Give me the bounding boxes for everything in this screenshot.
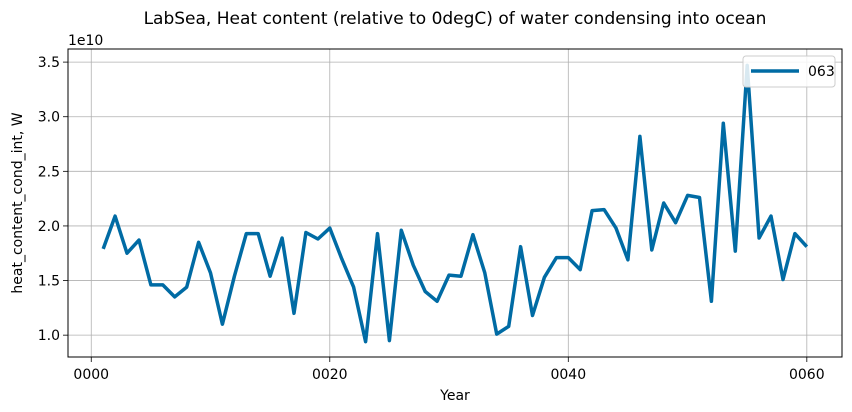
y-tick-label: 2.5 <box>38 164 60 180</box>
y-axis-ticks: 1.0 1.5 2.0 2.5 3.0 3.5 <box>38 55 68 344</box>
y-tick-label: 2.0 <box>38 219 60 235</box>
legend: 063 <box>742 55 836 88</box>
x-axis-label: Year <box>439 388 470 404</box>
y-tick-label: 1.0 <box>38 328 60 344</box>
legend-label: 063 <box>808 64 835 80</box>
series-layer <box>101 63 809 344</box>
x-tick-label: 0040 <box>550 367 586 383</box>
series-line-063 <box>101 63 809 344</box>
x-tick-label: 0020 <box>312 367 348 383</box>
y-tick-label: 3.0 <box>38 110 60 126</box>
y-tick-label: 1.5 <box>38 274 60 290</box>
x-gridlines <box>90 49 808 357</box>
chart-title: LabSea, Heat content (relative to 0degC)… <box>144 9 767 29</box>
y-gridlines <box>68 61 842 336</box>
x-tick-label: 0000 <box>73 367 109 383</box>
x-tick-label: 0060 <box>789 367 825 383</box>
y-axis-label: heat_content_cond_int, W <box>10 112 26 293</box>
y-offset-label: 1e10 <box>68 33 103 49</box>
y-tick-label: 3.5 <box>38 55 60 71</box>
plot-frame <box>67 48 843 358</box>
x-axis-ticks: 0000 0020 0040 0060 <box>73 357 825 383</box>
